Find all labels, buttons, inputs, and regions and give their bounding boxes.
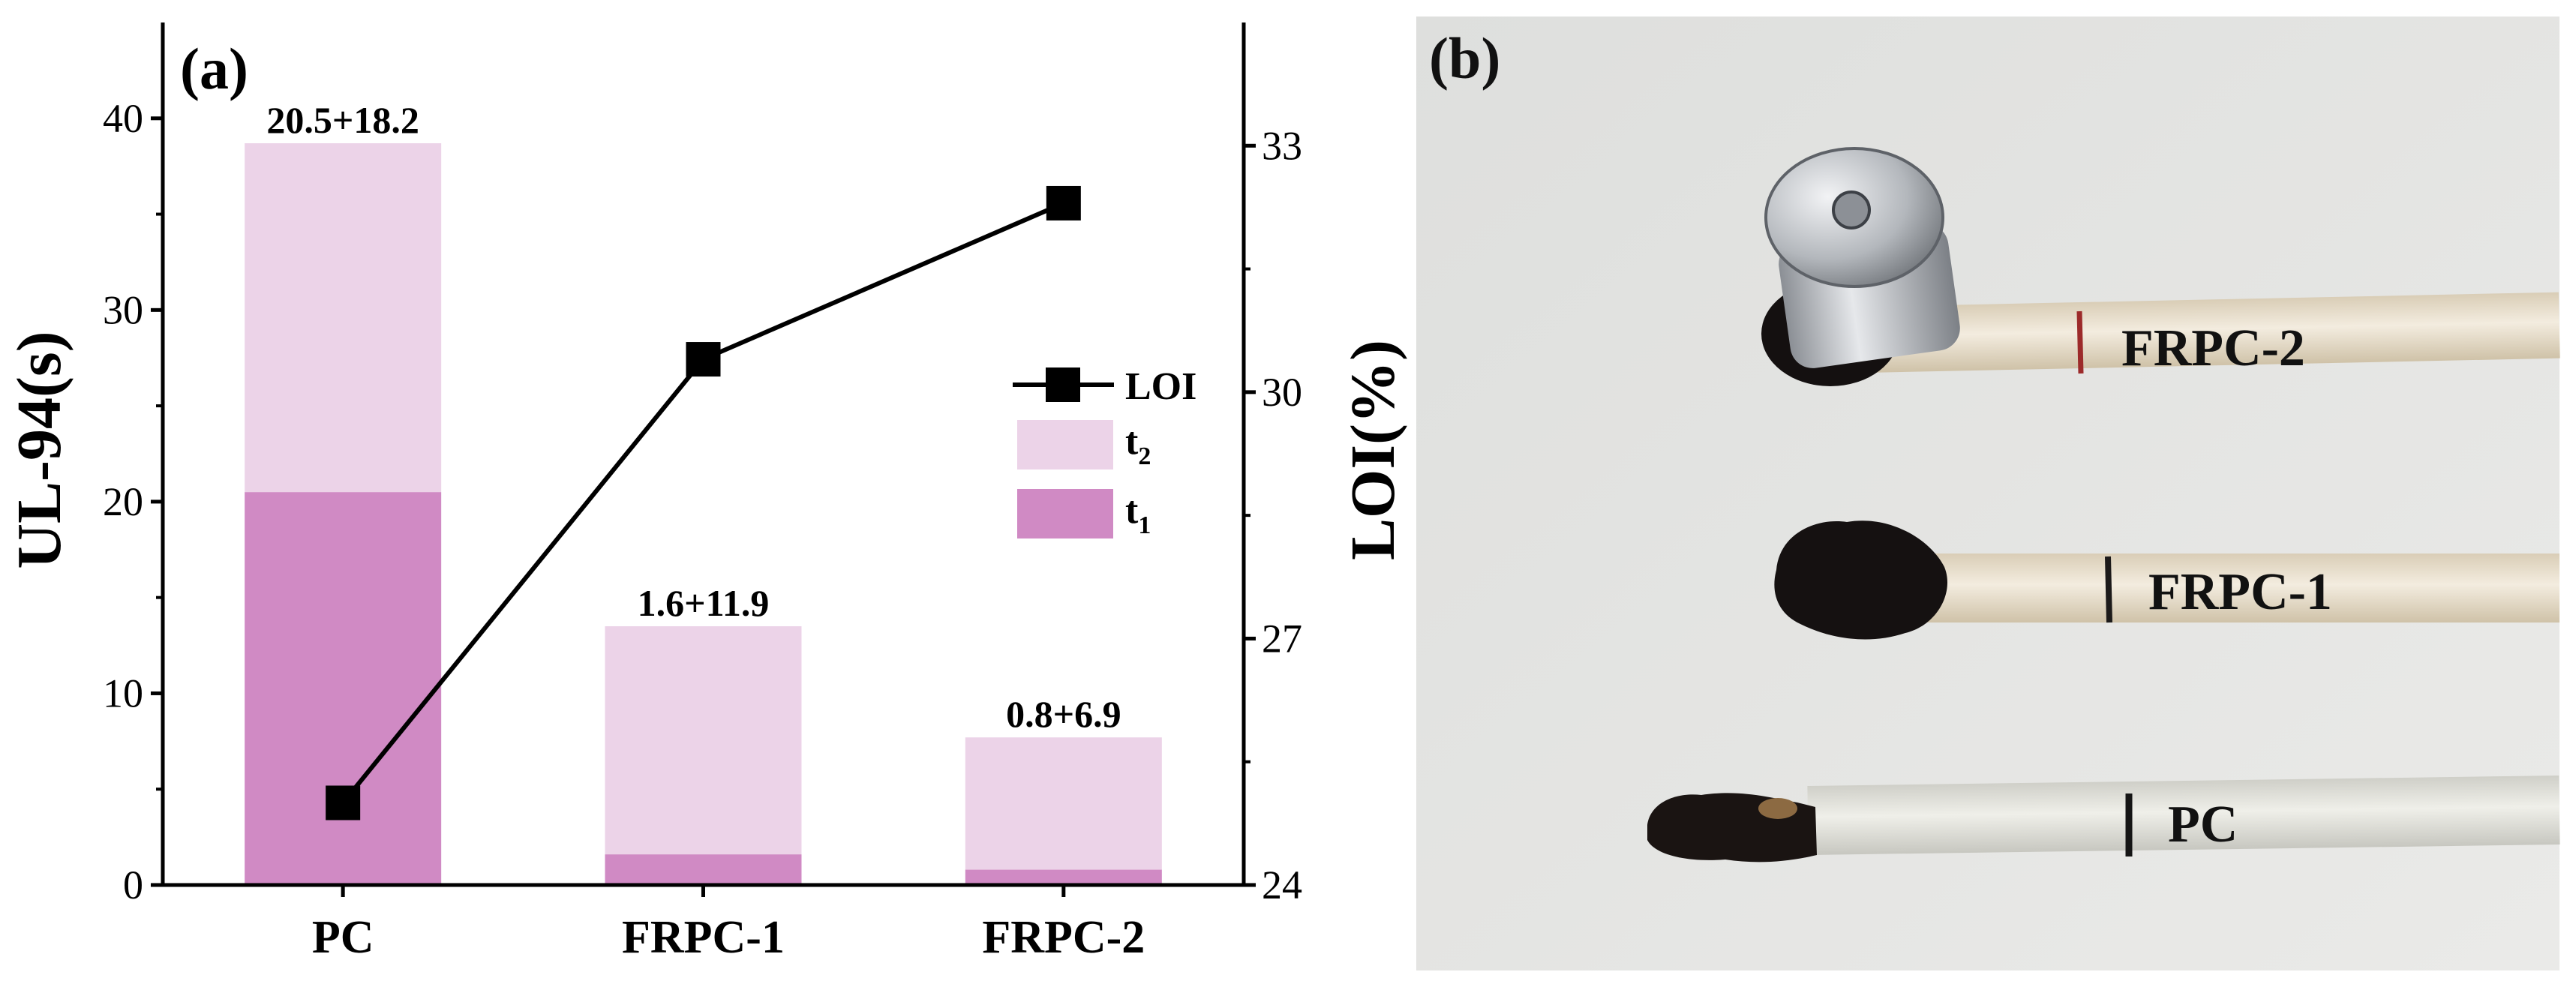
bar-labels-group: 20.5+18.2 1.6+11.9 0.8+6.9 bbox=[266, 99, 1121, 735]
right-tick-label: 27 bbox=[1262, 616, 1302, 661]
right-tick-label: 24 bbox=[1262, 862, 1302, 908]
y-axis-label: UL-94(s) bbox=[5, 331, 74, 568]
x-tick-label: FRPC-2 bbox=[982, 912, 1145, 963]
loi-line-group bbox=[326, 185, 1081, 820]
bar-total-label: 20.5+18.2 bbox=[266, 99, 419, 141]
legend-loi-label: LOI bbox=[1125, 365, 1196, 408]
bar-t1-pc bbox=[245, 492, 442, 885]
bar-total-label: 1.6+11.9 bbox=[638, 582, 770, 624]
label-frpc-2: FRPC-2 bbox=[2121, 320, 2305, 377]
panel-a-label: (a) bbox=[180, 36, 248, 101]
left-tick-label: 40 bbox=[103, 96, 143, 141]
bar-t1-frpc-2 bbox=[965, 869, 1162, 885]
weight-center-pin bbox=[1832, 190, 1871, 230]
bar-t2-pc bbox=[245, 143, 442, 493]
char-frpc-1 bbox=[1774, 520, 1948, 640]
mark-frpc-1 bbox=[2105, 556, 2112, 623]
photo-panel-b: FRPC-2 FRPC-1 PC (b) bbox=[1416, 16, 2560, 970]
left-tick-label: 30 bbox=[103, 287, 143, 332]
specimen-pc: PC bbox=[1647, 776, 2560, 862]
strip-frpc-2 bbox=[1830, 292, 2560, 374]
label-pc: PC bbox=[2168, 796, 2238, 854]
chart-panel-a: 20.5+18.2 1.6+11.9 0.8+6.9 0 10 20 30 40 24 27 3… bbox=[5, 22, 1408, 963]
strip-frpc-1 bbox=[1860, 554, 2559, 622]
legend-t2-label: t2 bbox=[1125, 420, 1151, 470]
bars-group bbox=[245, 143, 1162, 885]
specimen-frpc-2: FRPC-2 bbox=[1761, 147, 2560, 386]
left-axis-ticks: 0 10 20 30 40 bbox=[103, 96, 163, 908]
panel-b-label: (b) bbox=[1429, 26, 1500, 91]
legend-t2-swatch bbox=[1017, 420, 1113, 470]
legend-t1-swatch bbox=[1017, 489, 1113, 538]
specimen-frpc-1: FRPC-1 bbox=[1774, 520, 2559, 640]
right-axis-ticks: 24 27 30 33 bbox=[1244, 123, 1302, 908]
loi-marker-pc bbox=[326, 785, 361, 820]
bar-t2-frpc-2 bbox=[965, 737, 1162, 870]
x-axis-ticks: PC FRPC-1 FRPC-2 bbox=[312, 885, 1145, 963]
y2-axis-label: LOI(%) bbox=[1338, 340, 1408, 560]
legend: LOI t2 t1 bbox=[1013, 365, 1196, 539]
loi-marker-frpc-1 bbox=[686, 342, 721, 377]
legend-t1-label: t1 bbox=[1125, 489, 1151, 539]
label-frpc-1: FRPC-1 bbox=[2148, 563, 2332, 621]
strip-pc bbox=[1807, 776, 2560, 855]
legend-loi-marker bbox=[1046, 368, 1080, 402]
right-tick-label: 30 bbox=[1262, 370, 1302, 415]
x-tick-label: PC bbox=[312, 912, 374, 963]
bar-t1-frpc-1 bbox=[605, 854, 802, 885]
right-tick-label: 33 bbox=[1262, 123, 1302, 168]
left-tick-label: 20 bbox=[103, 479, 143, 524]
loi-marker-frpc-2 bbox=[1046, 185, 1081, 220]
left-tick-label: 0 bbox=[123, 862, 143, 908]
bar-total-label: 0.8+6.9 bbox=[1006, 693, 1121, 735]
bar-t2-frpc-1 bbox=[605, 626, 802, 855]
char-pc-residue bbox=[1758, 798, 1797, 819]
x-tick-label: FRPC-1 bbox=[622, 912, 785, 963]
mark-frpc-2 bbox=[2076, 310, 2084, 374]
left-tick-label: 10 bbox=[103, 670, 143, 716]
